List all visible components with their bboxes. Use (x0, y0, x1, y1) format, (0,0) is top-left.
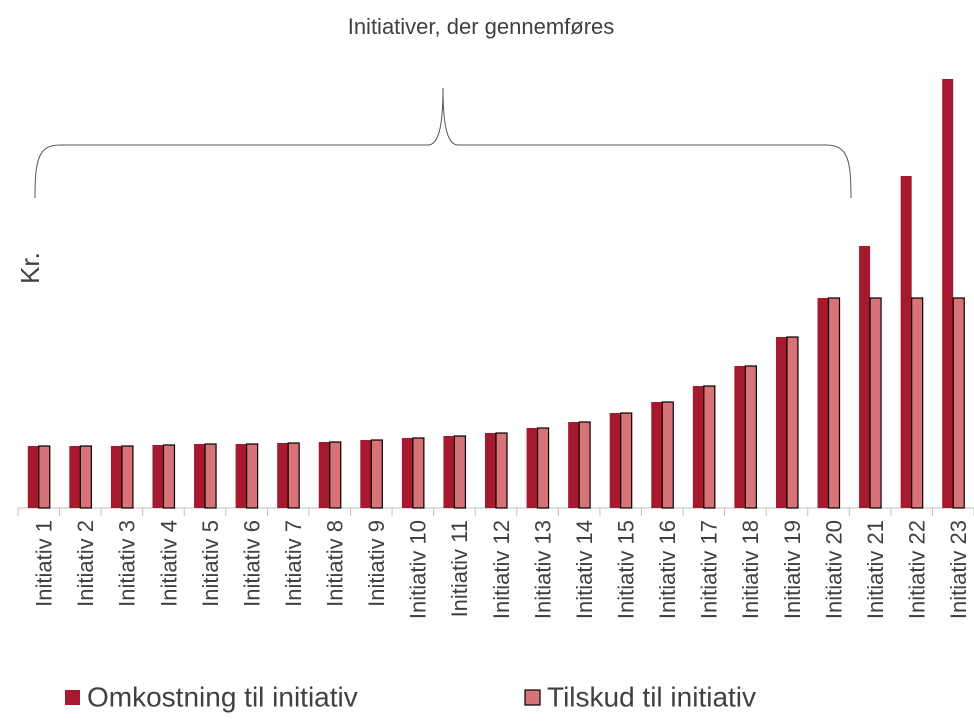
bar (526, 428, 538, 508)
bar (27, 446, 39, 508)
bar (817, 298, 829, 508)
bar (246, 443, 259, 509)
bar (692, 386, 704, 508)
x-tick-label: Initiativ 15 (614, 520, 639, 619)
bar (775, 337, 787, 508)
bar (827, 297, 841, 509)
bar (152, 445, 164, 508)
bar (744, 365, 757, 509)
x-tick-label: Initiativ 1 (32, 520, 57, 607)
x-tick-label: Initiativ 6 (239, 520, 264, 607)
bar (162, 444, 176, 509)
bar (412, 437, 425, 509)
legend-swatch (524, 689, 541, 706)
bar (578, 421, 591, 509)
x-tick-label: Initiativ 4 (156, 520, 181, 607)
x-tick-label: Initiativ 7 (281, 520, 306, 607)
x-tick-label: Initiativ 10 (406, 520, 431, 619)
bar (703, 385, 716, 509)
bar (734, 366, 746, 508)
x-tick-label: Initiativ 13 (530, 520, 555, 619)
bar (194, 444, 206, 508)
bar (453, 435, 467, 509)
bar (277, 443, 289, 508)
bar (79, 445, 92, 509)
legend-label: Omkostning til initiativ (87, 681, 358, 712)
x-tick-label: Initiativ 12 (489, 520, 514, 619)
x-tick-label: Initiativ 2 (73, 520, 98, 607)
bar (786, 336, 799, 509)
chart-title: Initiativer, der gennemføres (348, 14, 615, 39)
bar (69, 446, 81, 508)
bar (869, 297, 882, 509)
x-tick-label: Initiativ 8 (323, 520, 348, 607)
bar (495, 432, 508, 509)
x-tick-label: Initiativ 3 (115, 520, 140, 607)
bar (370, 439, 383, 509)
bar (287, 442, 300, 509)
x-tick-label: Initiativ 16 (655, 520, 680, 619)
x-tick-label: Initiativ 5 (198, 520, 223, 607)
y-axis-label: Kr. (15, 252, 45, 284)
bar (620, 412, 633, 509)
x-tick-label: Initiativ 17 (697, 520, 722, 619)
bar (235, 444, 247, 508)
x-tick-label: Initiativ 11 (447, 520, 472, 617)
x-tick-label: Initiativ 14 (572, 520, 597, 619)
bar (536, 427, 550, 509)
brace (34, 87, 852, 199)
bar (859, 246, 871, 508)
x-tick-label: Initiativ 23 (946, 520, 971, 619)
x-tick-label: Initiativ 19 (780, 520, 805, 619)
x-tick-label: Initiativ 18 (738, 520, 763, 619)
bar (942, 79, 954, 508)
bar (609, 413, 621, 508)
bar (110, 446, 122, 508)
x-tick-label: Initiativ 21 (863, 520, 888, 619)
bar (900, 176, 912, 508)
bar (651, 402, 663, 508)
bar (204, 443, 217, 509)
bar (661, 401, 674, 509)
bar (911, 297, 924, 509)
bar (568, 422, 580, 508)
legend-label: Tilskud til initiativ (547, 681, 756, 712)
bar (360, 440, 372, 508)
bar (952, 297, 965, 509)
legend-swatch (65, 690, 80, 705)
bar (401, 438, 413, 508)
x-tick-label: Initiativ 22 (904, 520, 929, 619)
bar (329, 441, 342, 509)
bar (485, 433, 496, 508)
x-tick-label: Initiativ 9 (364, 520, 389, 607)
bar (318, 442, 330, 508)
bar (443, 436, 455, 508)
bar (121, 445, 134, 509)
x-tick-label: Initiativ 20 (821, 520, 846, 619)
bar (38, 445, 51, 509)
